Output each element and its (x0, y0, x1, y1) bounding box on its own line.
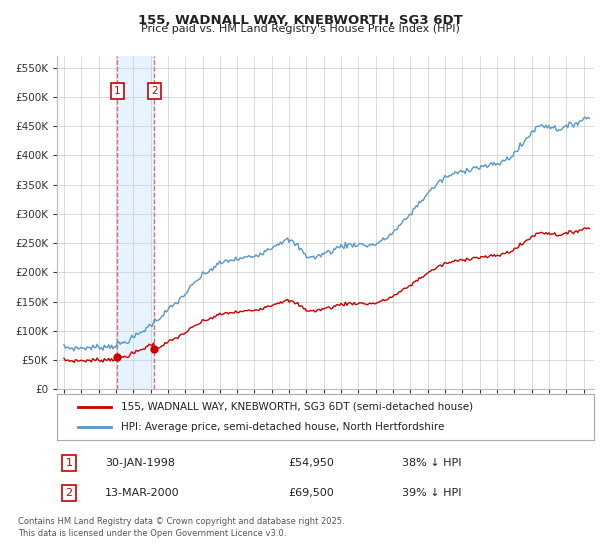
Text: 1: 1 (114, 86, 121, 96)
Text: £69,500: £69,500 (288, 488, 334, 498)
Text: 2: 2 (65, 488, 73, 498)
Text: 38% ↓ HPI: 38% ↓ HPI (402, 458, 461, 468)
Text: Price paid vs. HM Land Registry's House Price Index (HPI): Price paid vs. HM Land Registry's House … (140, 24, 460, 34)
Text: 30-JAN-1998: 30-JAN-1998 (105, 458, 175, 468)
Text: HPI: Average price, semi-detached house, North Hertfordshire: HPI: Average price, semi-detached house,… (121, 422, 445, 432)
Text: 39% ↓ HPI: 39% ↓ HPI (402, 488, 461, 498)
Bar (117, 56, 154, 389)
Text: 155, WADNALL WAY, KNEBWORTH, SG3 6DT (semi-detached house): 155, WADNALL WAY, KNEBWORTH, SG3 6DT (se… (121, 402, 473, 412)
Text: This data is licensed under the Open Government Licence v3.0.: This data is licensed under the Open Gov… (18, 529, 286, 538)
Text: £54,950: £54,950 (288, 458, 334, 468)
Text: 155, WADNALL WAY, KNEBWORTH, SG3 6DT: 155, WADNALL WAY, KNEBWORTH, SG3 6DT (137, 14, 463, 27)
Text: 1: 1 (65, 458, 73, 468)
Text: 13-MAR-2000: 13-MAR-2000 (105, 488, 179, 498)
Text: 2: 2 (151, 86, 157, 96)
Text: Contains HM Land Registry data © Crown copyright and database right 2025.: Contains HM Land Registry data © Crown c… (18, 517, 344, 526)
